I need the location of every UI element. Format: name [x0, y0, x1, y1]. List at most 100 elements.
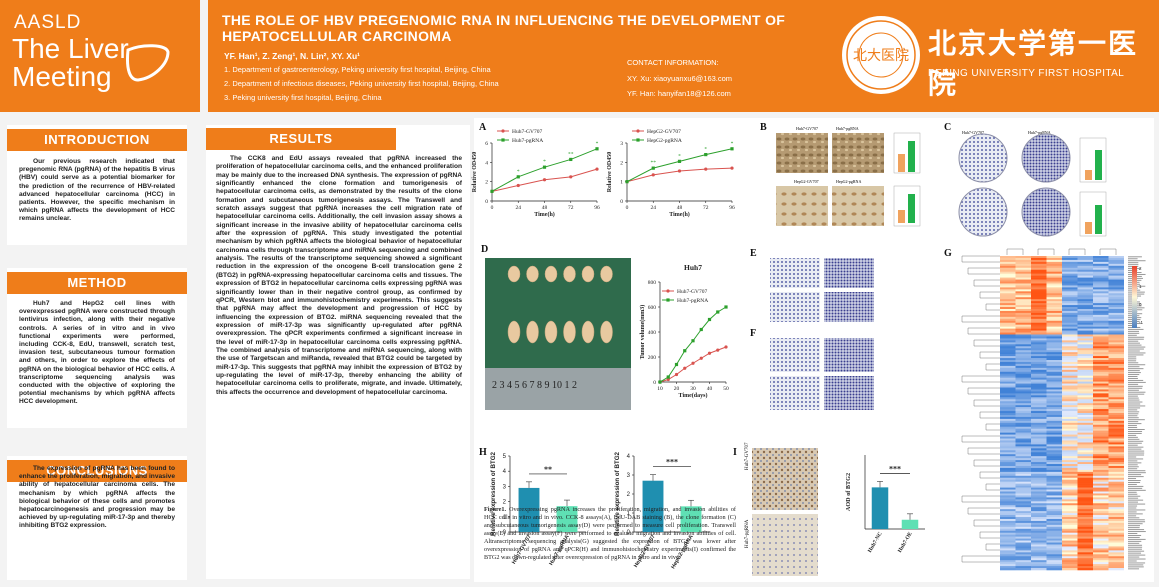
heatmap-cell — [1000, 533, 1016, 535]
heatmap-cell — [1000, 495, 1016, 497]
heatmap-cell — [1047, 486, 1063, 488]
gene-label — [1128, 421, 1138, 422]
heatmap-cell — [1047, 295, 1063, 297]
heatmap-cell — [1016, 539, 1032, 541]
heatmap-cell — [1078, 503, 1094, 505]
heatmap-cell — [1062, 499, 1078, 501]
heatmap-cell — [1000, 266, 1016, 268]
heatmap-cell — [1016, 478, 1032, 480]
heatmap-cell — [1047, 327, 1063, 329]
gene-label — [1128, 396, 1138, 397]
heatmap-cell — [1016, 421, 1032, 423]
heatmap-cell — [1000, 380, 1016, 382]
heatmap-cell — [1031, 368, 1047, 370]
heatmap-cell — [1031, 431, 1047, 433]
heatmap-cell — [1016, 293, 1032, 295]
heatmap-cell — [1047, 336, 1063, 338]
heatmap-cell — [1031, 531, 1047, 533]
heatmap-cell — [1016, 325, 1032, 327]
heatmap-cell — [1016, 364, 1032, 366]
heatmap-cell — [1078, 276, 1094, 278]
heatmap-cell — [1109, 470, 1125, 472]
heatmap-cell — [1078, 435, 1094, 437]
heatmap-cell — [1000, 301, 1016, 303]
heatmap-cell — [1062, 346, 1078, 348]
heatmap-cell — [1000, 305, 1016, 307]
heatmap-cell — [1000, 413, 1016, 415]
heatmap-cell — [1016, 446, 1032, 448]
heatmap-cell — [1093, 558, 1109, 560]
heatmap-cell — [1109, 395, 1125, 397]
heatmap-cell — [1109, 368, 1125, 370]
heatmap-cell — [1062, 321, 1078, 323]
heatmap-cell — [1078, 368, 1094, 370]
heatmap-cell — [1078, 387, 1094, 389]
heatmap-cell — [1078, 493, 1094, 495]
heatmap-cell — [1062, 303, 1078, 305]
heatmap-cell — [1000, 387, 1016, 389]
gene-label — [1128, 433, 1142, 434]
heatmap-cell — [1000, 309, 1016, 311]
gene-label — [1128, 511, 1137, 512]
heatmap-cell — [1062, 319, 1078, 321]
heatmap-cell — [1078, 374, 1094, 376]
heatmap-cell — [1031, 566, 1047, 568]
heatmap-cell — [1093, 431, 1109, 433]
heatmap-cell — [1000, 399, 1016, 401]
heatmap-cell — [1016, 299, 1032, 301]
heatmap-cell — [1047, 393, 1063, 395]
heatmap-cell — [1016, 454, 1032, 456]
heatmap-cell — [1078, 362, 1094, 364]
heatmap-cell — [1062, 376, 1078, 378]
gene-label — [1128, 535, 1141, 536]
heatmap-cell — [1047, 268, 1063, 270]
heatmap-cell — [1093, 450, 1109, 452]
heatmap-cell — [1000, 448, 1016, 450]
heatmap-cell — [1047, 340, 1063, 342]
heatmap-cell — [1047, 535, 1063, 537]
gene-label — [1128, 506, 1137, 507]
heatmap-cell — [1000, 258, 1016, 260]
gene-label — [1128, 417, 1139, 418]
gene-label — [1128, 411, 1139, 412]
heatmap-cell — [1109, 260, 1125, 262]
heatmap-cell — [1000, 411, 1016, 413]
heatmap-cell — [1000, 346, 1016, 348]
heatmap-cell — [1047, 462, 1063, 464]
heatmap-cell — [1000, 531, 1016, 533]
heatmap-cell — [1093, 327, 1109, 329]
heatmap-cell — [1109, 309, 1125, 311]
heatmap-cell — [1047, 389, 1063, 391]
heatmap-cell — [1031, 335, 1047, 337]
heatmap-cell — [1000, 550, 1016, 552]
heatmap-cell — [1062, 470, 1078, 472]
heatmap-cell — [1109, 484, 1125, 486]
heatmap-cell — [1031, 399, 1047, 401]
heatmap-cell — [1031, 529, 1047, 531]
heatmap-cell — [1031, 352, 1047, 354]
heatmap-cell — [1016, 521, 1032, 523]
heatmap-cell — [1093, 335, 1109, 337]
heatmap-cell — [1016, 386, 1032, 388]
dendrogram-branch — [968, 268, 1000, 274]
heatmap-cell — [1109, 346, 1125, 348]
heatmap-cell — [1031, 289, 1047, 291]
heatmap-cell — [1047, 501, 1063, 503]
gene-label — [1128, 480, 1141, 481]
gene-label — [1128, 566, 1144, 567]
heatmap-cell — [1062, 413, 1078, 415]
heatmap-cell — [1000, 354, 1016, 356]
heatmap-cell — [1078, 480, 1094, 482]
heatmap-cell — [1016, 423, 1032, 425]
heatmap-cell — [1078, 546, 1094, 548]
dendrogram-branch — [980, 532, 1000, 538]
heatmap-cell — [1078, 462, 1094, 464]
heatmap-cell — [1031, 417, 1047, 419]
heatmap-cell — [1047, 293, 1063, 295]
heatmap-cell — [1000, 541, 1016, 543]
heatmap-cell — [1078, 499, 1094, 501]
heatmap-cell — [1109, 531, 1125, 533]
heatmap-cell — [1109, 293, 1125, 295]
heatmap-cell — [1016, 301, 1032, 303]
heatmap-cell — [1109, 262, 1125, 264]
